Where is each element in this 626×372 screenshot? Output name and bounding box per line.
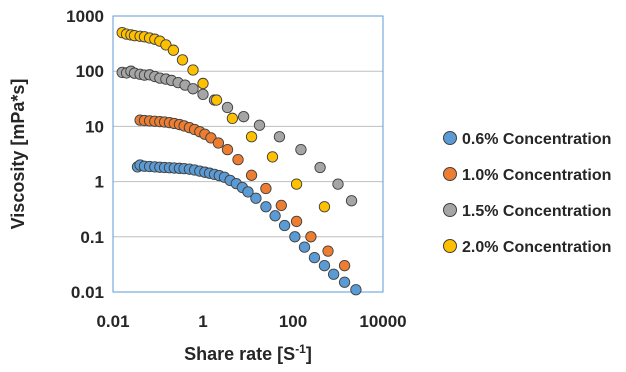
- tick-labels: 0.01 0.1 1 10 100 1000 0.01 1 100 10000: [66, 7, 406, 331]
- data-point: [275, 199, 287, 212]
- y-axis-title: Viscosity [mPa*s]: [8, 79, 28, 230]
- legend-label: 2.0% Concentration: [462, 239, 611, 256]
- x-tick-label: 0.01: [96, 312, 129, 331]
- plot-area-border: [112, 15, 384, 293]
- data-point: [187, 64, 199, 76]
- x-axis-title-superscript: -1: [295, 342, 306, 356]
- legend-label: 0.6% Concentration: [462, 131, 611, 148]
- x-axis-title-main: Share rate [S: [184, 344, 295, 364]
- series-1.0% Concentration: [134, 114, 351, 272]
- data-point: [327, 268, 340, 280]
- data-point: [332, 178, 344, 190]
- data-point: [338, 276, 351, 288]
- data-point: [197, 77, 209, 90]
- legend: 0.6% Concentration 1.0% Concentration 1.5%…: [443, 131, 611, 256]
- data-point: [289, 231, 301, 243]
- legend-marker: [443, 167, 457, 181]
- legend-label: 1.5% Concentration: [462, 203, 611, 220]
- data-point: [245, 169, 258, 181]
- data-point: [322, 245, 334, 257]
- data-point: [242, 186, 254, 198]
- data-point: [269, 210, 281, 222]
- y-tick-label: 0.1: [80, 228, 104, 247]
- legend-marker: [443, 131, 457, 145]
- data-point: [273, 131, 286, 143]
- data-point: [176, 54, 189, 66]
- data-point: [250, 192, 262, 204]
- data-point: [212, 137, 225, 149]
- data-point: [290, 215, 303, 228]
- data-point: [295, 143, 307, 156]
- legend-item: 1.5% Concentration: [443, 203, 611, 220]
- data-point: [210, 94, 223, 106]
- data-points: [116, 26, 362, 296]
- data-point: [260, 182, 272, 195]
- data-point: [318, 201, 331, 213]
- series-0.6% Concentration: [131, 159, 362, 296]
- data-point: [221, 143, 234, 156]
- legend-label: 1.0% Concentration: [462, 167, 611, 184]
- y-tick-label: 10: [85, 117, 104, 136]
- y-tick-label: 0.01: [71, 283, 104, 302]
- y-tick-label: 100: [76, 62, 104, 81]
- legend-marker: [443, 203, 457, 217]
- x-tick-label: 1: [198, 312, 207, 331]
- x-tick-label: 100: [279, 312, 307, 331]
- data-point: [226, 112, 239, 124]
- legend-item: 2.0% Concentration: [443, 239, 611, 256]
- y-tick-label: 1000: [66, 7, 104, 26]
- data-point: [290, 178, 303, 190]
- data-point: [221, 101, 234, 114]
- legend-item: 0.6% Concentration: [443, 131, 611, 148]
- x-axis-title: Share rate [S-1]: [184, 342, 312, 364]
- data-point: [278, 219, 291, 232]
- data-point: [266, 151, 279, 163]
- data-point: [237, 111, 250, 123]
- y-tick-label: 1: [95, 173, 104, 192]
- series-2.0% Concentration: [116, 26, 331, 213]
- data-point: [167, 44, 180, 56]
- legend-item: 1.0% Concentration: [443, 167, 611, 184]
- data-point: [305, 231, 317, 243]
- data-point: [260, 201, 272, 213]
- data-point: [232, 153, 244, 166]
- x-tick-label: 10000: [359, 312, 406, 331]
- series-1.5% Concentration: [116, 65, 358, 207]
- data-point: [245, 131, 258, 143]
- x-axis-title-end: ]: [306, 344, 312, 364]
- data-point: [345, 195, 358, 207]
- legend-marker: [443, 239, 457, 253]
- data-point: [253, 119, 266, 131]
- data-point: [308, 251, 321, 264]
- data-point: [338, 260, 351, 272]
- data-point: [187, 83, 199, 95]
- data-point: [314, 161, 326, 174]
- data-point: [298, 241, 311, 253]
- data-point: [350, 284, 362, 296]
- data-point: [318, 260, 331, 272]
- data-point: [197, 88, 209, 101]
